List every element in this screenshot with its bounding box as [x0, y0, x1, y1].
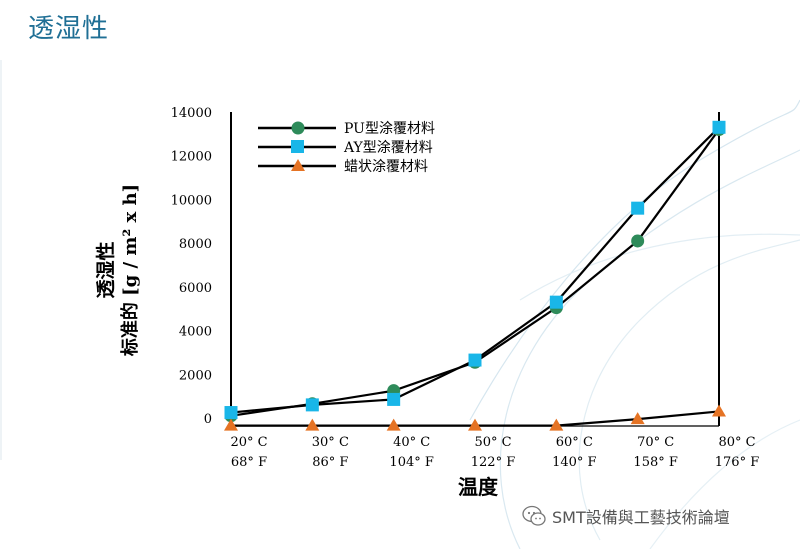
x-tick-label-fahrenheit: 158° F — [633, 455, 677, 470]
deco-arc-1 — [469, 99, 800, 421]
point-ay-5 — [631, 201, 645, 215]
wechat-icon — [522, 505, 546, 526]
deco-arc-3 — [578, 239, 800, 541]
point-wax-1 — [305, 418, 320, 431]
deco-arc-2 — [499, 149, 800, 549]
series-line-pu — [230, 128, 720, 417]
y-tick-label: 14000 — [171, 106, 212, 121]
point-wax-0 — [224, 418, 238, 431]
point-ay-0 — [224, 406, 238, 420]
legend-item-wax: 蜡状涂覆材料 — [258, 159, 428, 175]
watermark: SMT設備與工藝技術論壇 — [522, 504, 730, 528]
x-tick-label-celsius: 80° C — [718, 435, 755, 450]
legend-marker-pu — [291, 121, 305, 135]
point-ay-3 — [468, 353, 482, 367]
background-decoration — [469, 99, 800, 549]
x-tick-label-celsius: 30° C — [312, 435, 349, 450]
y-axis-title: 透湿性 标准的 [g / m² x h] — [94, 184, 141, 357]
x-tick-label-celsius: 60° C — [556, 435, 593, 450]
y-tick-label: 6000 — [179, 281, 212, 296]
x-tick-label-fahrenheit: 86° F — [312, 455, 348, 470]
legend-marker-wax — [291, 159, 305, 171]
x-tick-label-fahrenheit: 68° F — [231, 455, 267, 470]
y-tick-label: 10000 — [171, 193, 212, 208]
point-wax-2 — [386, 418, 401, 431]
y-tick-label: 12000 — [171, 150, 212, 165]
x-tick-label-fahrenheit: 176° F — [715, 455, 759, 470]
x-tick-label-celsius: 70° C — [637, 435, 674, 450]
watermark-text: SMT設備與工藝技術論壇 — [552, 508, 730, 527]
series-lines — [230, 126, 720, 427]
legend: PU型涂覆材料 AY型涂覆材料 蜡状涂覆材料 — [258, 121, 435, 175]
y-tick-labels: 0 2000 4000 6000 8000 10000 12000 14000 — [171, 106, 212, 427]
x-tick-label-fahrenheit: 122° F — [471, 455, 515, 470]
legend-item-ay: AY型涂覆材料 — [258, 140, 433, 156]
point-wax-6 — [712, 404, 726, 417]
y-axis-title-line1: 透湿性 — [94, 241, 117, 298]
deco-arc-4 — [519, 233, 800, 301]
y-tick-label: 4000 — [179, 325, 212, 340]
point-wax-3 — [468, 418, 482, 431]
legend-label-ay: AY型涂覆材料 — [343, 140, 433, 156]
point-pu-5 — [631, 234, 645, 248]
legend-label-wax: 蜡状涂覆材料 — [344, 159, 428, 175]
x-tick-label-fahrenheit: 104° F — [389, 455, 433, 470]
x-tick-label-celsius: 40° C — [393, 435, 430, 450]
legend-item-pu: PU型涂覆材料 — [258, 121, 435, 137]
point-ay-6 — [712, 120, 726, 134]
deco-arc-5 — [649, 419, 800, 549]
point-ay-4 — [549, 295, 563, 309]
legend-marker-ay — [291, 140, 304, 153]
point-wax-5 — [630, 412, 645, 425]
x-tick-label-celsius: 50° C — [474, 435, 511, 450]
y-tick-label: 2000 — [179, 368, 212, 383]
series-markers — [224, 120, 726, 431]
point-ay-1 — [305, 398, 319, 412]
x-tick-label-fahrenheit: 140° F — [552, 455, 596, 470]
x-tick-labels: 20° C 68° F 30° C 86° F 40° C 104° F 50° C 122°… — [230, 435, 759, 470]
point-wax-4 — [549, 418, 564, 431]
left-edge-rule — [0, 60, 2, 460]
y-tick-label: 8000 — [179, 237, 212, 252]
x-axis-title: 温度 — [458, 475, 499, 499]
y-axis-title-line2: 标准的 [g / m² x h] — [119, 184, 141, 357]
page-title: 透湿性 — [28, 14, 110, 44]
point-ay-2 — [387, 392, 401, 406]
y-tick-label: 0 — [204, 412, 212, 427]
x-tick-label-celsius: 20° C — [230, 435, 267, 450]
legend-label-pu: PU型涂覆材料 — [344, 121, 435, 137]
